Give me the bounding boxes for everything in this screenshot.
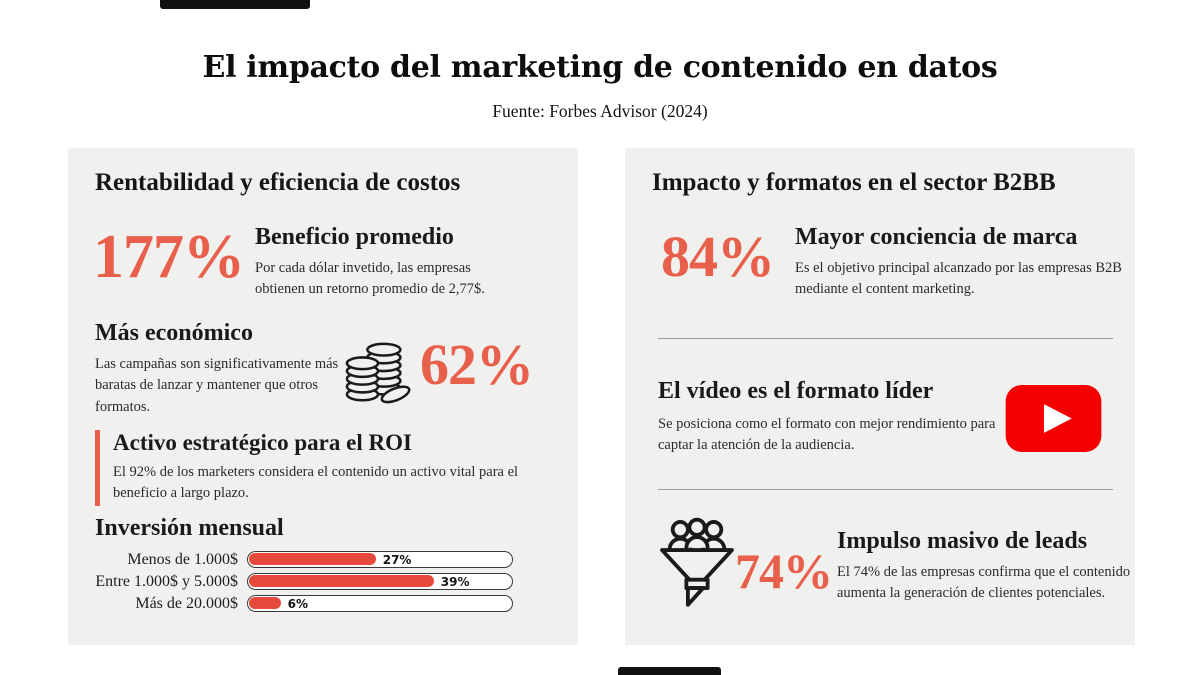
bar-fill [249,553,376,565]
bar-row: Menos de 1.000$ 27% [78,551,570,568]
stat-62-value: 62% [420,332,534,397]
awareness-description: Es el objetivo principal alcanzado por l… [795,260,1122,298]
right-panel-heading: Impacto y formatos en el sector B2BB [652,169,1056,196]
bar-fill [249,597,281,609]
cropped-black-bar-bottom [618,667,721,675]
bar-category-label: Entre 1.000$ y 5.000$ [95,573,238,590]
bar-category-label: Menos de 1.000$ [127,551,238,568]
bar-row: Más de 20.000$ 6% [78,595,570,612]
bar-value-label: 27% [382,552,412,567]
coins-icon [344,338,414,408]
divider [658,489,1113,490]
economical-title: Más económico [95,320,253,346]
leads-description: El 74% de las empresas confirma que el c… [837,564,1131,602]
video-title: El vídeo es el formato líder [658,378,934,404]
strategic-title: Activo estratégico para el ROI [113,430,412,455]
bar-row: Entre 1.000$ y 5.000$ 39% [78,573,570,590]
benefit-description: Por cada dólar invetido, las empresas ob… [255,260,485,298]
bar-track: 6% [247,595,513,612]
stat-177-value: 177% [93,223,245,291]
bar-track: 39% [247,573,513,590]
youtube-icon [1005,385,1102,452]
strategic-description: El 92% de los marketers considera el con… [113,464,519,502]
benefit-title: Beneficio promedio [255,224,454,250]
panel-b2b: Impacto y formatos en el sector B2BB 84%… [625,148,1135,645]
accent-bar [95,430,100,506]
bar-track: 27% [247,551,513,568]
bar-value-label: 39% [440,574,470,589]
stat-74-value: 74% [735,543,833,599]
leads-title: Impulso masivo de leads [837,528,1088,554]
funnel-icon [659,516,735,610]
panel-costos: Rentabilidad y eficiencia de costos 177%… [68,148,578,645]
bar-category-label: Más de 20.000$ [135,595,238,612]
awareness-title: Mayor conciencia de marca [795,224,1078,250]
stat-84-value: 84% [661,224,775,289]
page-title: El impacto del marketing de contenido en… [202,50,998,85]
economical-description: Las campañas son significativamente más … [95,356,339,415]
investment-chart-title: Inversión mensual [95,515,284,541]
left-panel-heading: Rentabilidad y eficiencia de costos [95,169,461,196]
divider [658,338,1113,339]
video-description: Se posiciona como el formato con mejor r… [658,416,996,454]
bar-fill [249,575,434,587]
source-subtitle: Fuente: Forbes Advisor (2024) [492,101,708,121]
bar-value-label: 6% [287,596,309,611]
investment-bar-chart: Menos de 1.000$ 27% Entre 1.000$ y 5.000… [78,551,570,617]
cropped-black-bar-top [160,0,310,9]
